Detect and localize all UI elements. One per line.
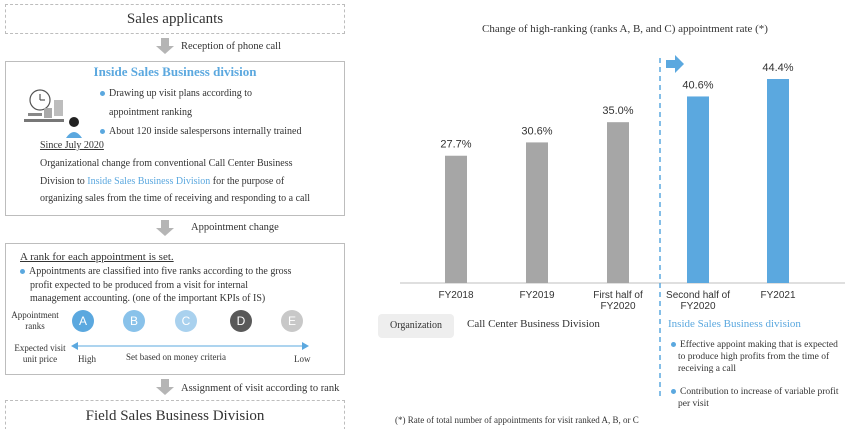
- inside-sales-box: Inside Sales Business division Drawing u…: [5, 61, 345, 216]
- since-label: Since July 2020: [40, 140, 104, 151]
- rank-bullet: Appointments are classified into five ra…: [20, 265, 291, 278]
- bar-2: [526, 142, 548, 283]
- x-tick-label-5: FY2021: [760, 290, 795, 301]
- isbd-bullet-2: About 120 inside salespersons internally…: [100, 123, 301, 140]
- footnote: (*) Rate of total number of appointments…: [395, 415, 639, 425]
- bar-1: [445, 155, 467, 283]
- double-arrow-icon: [71, 342, 309, 350]
- isbd-link-text: Inside Sales Business Division: [87, 176, 211, 187]
- criteria-label: Set based on money criteria: [126, 352, 226, 362]
- isbd-desc-1: Organizational change from conventional …: [40, 158, 293, 169]
- rank-box: A rank for each appointment is set. Appo…: [5, 243, 345, 375]
- rank-title: A rank for each appointment is set.: [20, 251, 174, 263]
- rank-e-circle: E: [281, 310, 303, 332]
- reception-label: Reception of phone call: [181, 41, 282, 52]
- x-tick-label-4: Second half of: [666, 290, 730, 301]
- expected-visit-label: Expected visit unit price: [14, 343, 66, 364]
- call-center-illustration-icon: [24, 89, 82, 138]
- bar-value-label-2: 30.6%: [521, 125, 552, 137]
- x-tick-label-4: FY2020: [680, 301, 715, 312]
- bar-value-label-1: 27.7%: [440, 139, 471, 151]
- low-label: Low: [294, 354, 311, 364]
- chart-bullet-1: Effective appoint making that is expecte…: [671, 339, 838, 351]
- isbd-bullet-1-cont: appointment ranking: [109, 107, 193, 118]
- rank-d-circle: D: [230, 310, 252, 332]
- appointment-change-label: Appointment change: [191, 222, 279, 233]
- chart-bullet-1-cont-2: receiving a call: [678, 364, 737, 374]
- bar-5: [767, 79, 789, 283]
- rank-a-circle: A: [72, 310, 94, 332]
- bar-value-label-3: 35.0%: [602, 105, 633, 117]
- rank-b-circle: B: [123, 310, 145, 332]
- rank-bullet-cont-1: profit expected to be produced from a vi…: [30, 280, 248, 291]
- bar-value-label-5: 44.4%: [762, 62, 793, 74]
- field-sales-title: Field Sales Business Division: [85, 408, 265, 424]
- bar-3: [607, 122, 629, 284]
- right-arrow-icon: [666, 55, 684, 73]
- bar-value-label-4: 40.6%: [682, 79, 713, 91]
- bar-4: [687, 96, 709, 283]
- sales-applicants-box: Sales applicants: [5, 4, 345, 34]
- high-label: High: [78, 354, 96, 364]
- rank-c-circle: C: [175, 310, 197, 332]
- chart-bullet-1-cont-1: to produce high profits from the time of: [678, 352, 830, 362]
- isbd-bullet-1: Drawing up visit plans according to: [100, 85, 252, 102]
- inside-sales-division-label: Inside Sales Business division: [668, 318, 801, 330]
- x-tick-label-2: FY2019: [519, 290, 554, 301]
- isbd-desc-2: Division to Inside Sales Business Divisi…: [40, 176, 285, 187]
- x-tick-label-1: FY2018: [438, 290, 473, 301]
- sales-applicants-title: Sales applicants: [126, 11, 224, 27]
- chart-bullet-2-cont: per visit: [678, 399, 709, 409]
- assignment-label: Assignment of visit according to rank: [181, 383, 340, 394]
- field-sales-box: Field Sales Business Division: [5, 400, 345, 429]
- organization-pill: Organization: [378, 314, 454, 338]
- x-tick-label-3: FY2020: [600, 301, 635, 312]
- rank-bullet-cont-2: management accounting. (one of the impor…: [30, 293, 266, 304]
- isbd-title: Inside Sales Business division: [93, 64, 257, 79]
- chart-title: Change of high-ranking (ranks A, B, and …: [482, 23, 768, 35]
- chart-bullet-2: Contribution to increase of variable pro…: [671, 386, 839, 398]
- isbd-desc-3: organizing sales from the time of receiv…: [40, 193, 311, 204]
- appointment-ranks-label: Appointment ranks: [11, 310, 59, 331]
- call-center-division-label: Call Center Business Division: [467, 318, 600, 330]
- x-tick-label-3: First half of: [593, 290, 643, 301]
